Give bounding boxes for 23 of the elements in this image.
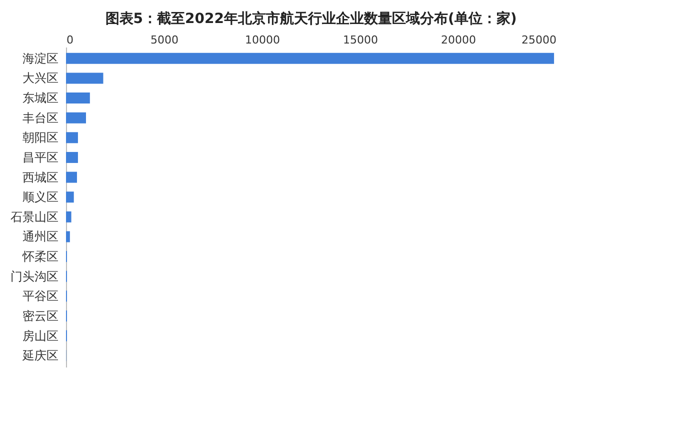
y-tick-label: 大兴区 — [22, 71, 58, 86]
y-tick-label: 东城区 — [22, 91, 58, 106]
y-tick-label: 昌平区 — [22, 150, 58, 164]
x-tick-label: 25000 — [522, 34, 556, 46]
x-tick-label: 10000 — [245, 34, 280, 46]
x-tick-label: 5000 — [150, 34, 178, 46]
y-tick-label: 海淀区 — [22, 51, 58, 66]
x-tick-label: 0 — [66, 34, 74, 46]
y-tick-label: 门头沟区 — [10, 269, 58, 284]
y-tick-label: 西城区 — [22, 170, 58, 184]
chart-title: 图表5：截至2022年北京市航天行业企业数量区域分布(单位：家) — [105, 10, 517, 27]
y-tick-label: 石景山区 — [10, 210, 58, 224]
y-tick-label: 平谷区 — [22, 289, 58, 304]
y-tick-label: 通州区 — [22, 230, 58, 244]
y-tick-label: 密云区 — [22, 308, 58, 323]
y-tick-label: 房山区 — [22, 328, 58, 343]
x-tick-label: 20000 — [441, 34, 476, 46]
x-tick-label: 15000 — [343, 34, 378, 46]
y-tick-label: 顺义区 — [22, 190, 58, 204]
y-tick-label: 朝阳区 — [22, 130, 58, 145]
y-tick-label: 丰台区 — [22, 110, 58, 125]
y-tick-label: 延庆区 — [22, 348, 58, 363]
y-tick-label: 怀柔区 — [22, 250, 58, 264]
